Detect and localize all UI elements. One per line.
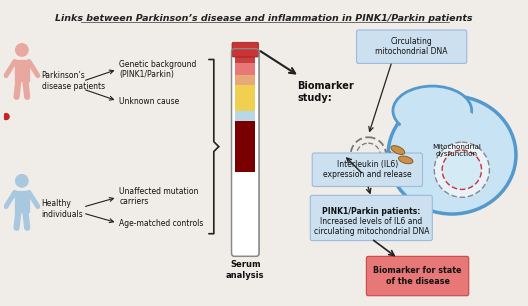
Circle shape [442, 150, 482, 189]
FancyBboxPatch shape [310, 195, 432, 241]
FancyBboxPatch shape [366, 256, 469, 296]
Bar [235, 63, 255, 75]
Text: Healthy
individuals: Healthy individuals [42, 200, 83, 219]
Text: Age-matched controls: Age-matched controls [119, 219, 204, 228]
Text: Circulating
mitochondrial DNA: Circulating mitochondrial DNA [375, 37, 448, 56]
Text: Mitochondrial
dysfunction: Mitochondrial dysfunction [432, 144, 482, 157]
Bar [235, 85, 255, 111]
FancyBboxPatch shape [356, 30, 467, 63]
FancyBboxPatch shape [232, 42, 259, 57]
FancyBboxPatch shape [312, 153, 422, 186]
Text: Biomarker
study:: Biomarker study: [297, 81, 354, 103]
Text: Interleukin (IL6)
expression and release: Interleukin (IL6) expression and release [323, 160, 412, 179]
Ellipse shape [398, 106, 486, 165]
Bar [235, 54, 255, 63]
Ellipse shape [393, 86, 472, 135]
Ellipse shape [391, 146, 404, 155]
Bar [235, 121, 255, 172]
Circle shape [16, 44, 28, 56]
FancyBboxPatch shape [231, 49, 259, 256]
Ellipse shape [388, 96, 516, 214]
Ellipse shape [399, 156, 413, 164]
Text: PINK1/Parkin patients:: PINK1/Parkin patients: [322, 207, 420, 216]
Circle shape [435, 142, 489, 197]
Text: Increased levels of IL6 and
circulating mitochondrial DNA: Increased levels of IL6 and circulating … [314, 217, 429, 236]
Text: Serum
analysis: Serum analysis [226, 260, 265, 280]
Text: Parkinson’s
disease patients: Parkinson’s disease patients [42, 71, 105, 91]
Circle shape [16, 175, 28, 187]
Text: Unaffected mutation
carriers: Unaffected mutation carriers [119, 187, 199, 206]
Polygon shape [15, 60, 29, 81]
Bar [235, 111, 255, 121]
Text: Links between Parkinson’s disease and inflammation in PINK1/Parkin patients: Links between Parkinson’s disease and in… [55, 14, 473, 23]
Circle shape [3, 114, 9, 120]
Text: Genetic background
(PINK1/Parkin): Genetic background (PINK1/Parkin) [119, 60, 197, 79]
Text: Unknown cause: Unknown cause [119, 97, 180, 106]
Bar [235, 75, 255, 85]
Polygon shape [15, 191, 29, 212]
Text: Biomarker for state
of the disease: Biomarker for state of the disease [373, 266, 462, 286]
